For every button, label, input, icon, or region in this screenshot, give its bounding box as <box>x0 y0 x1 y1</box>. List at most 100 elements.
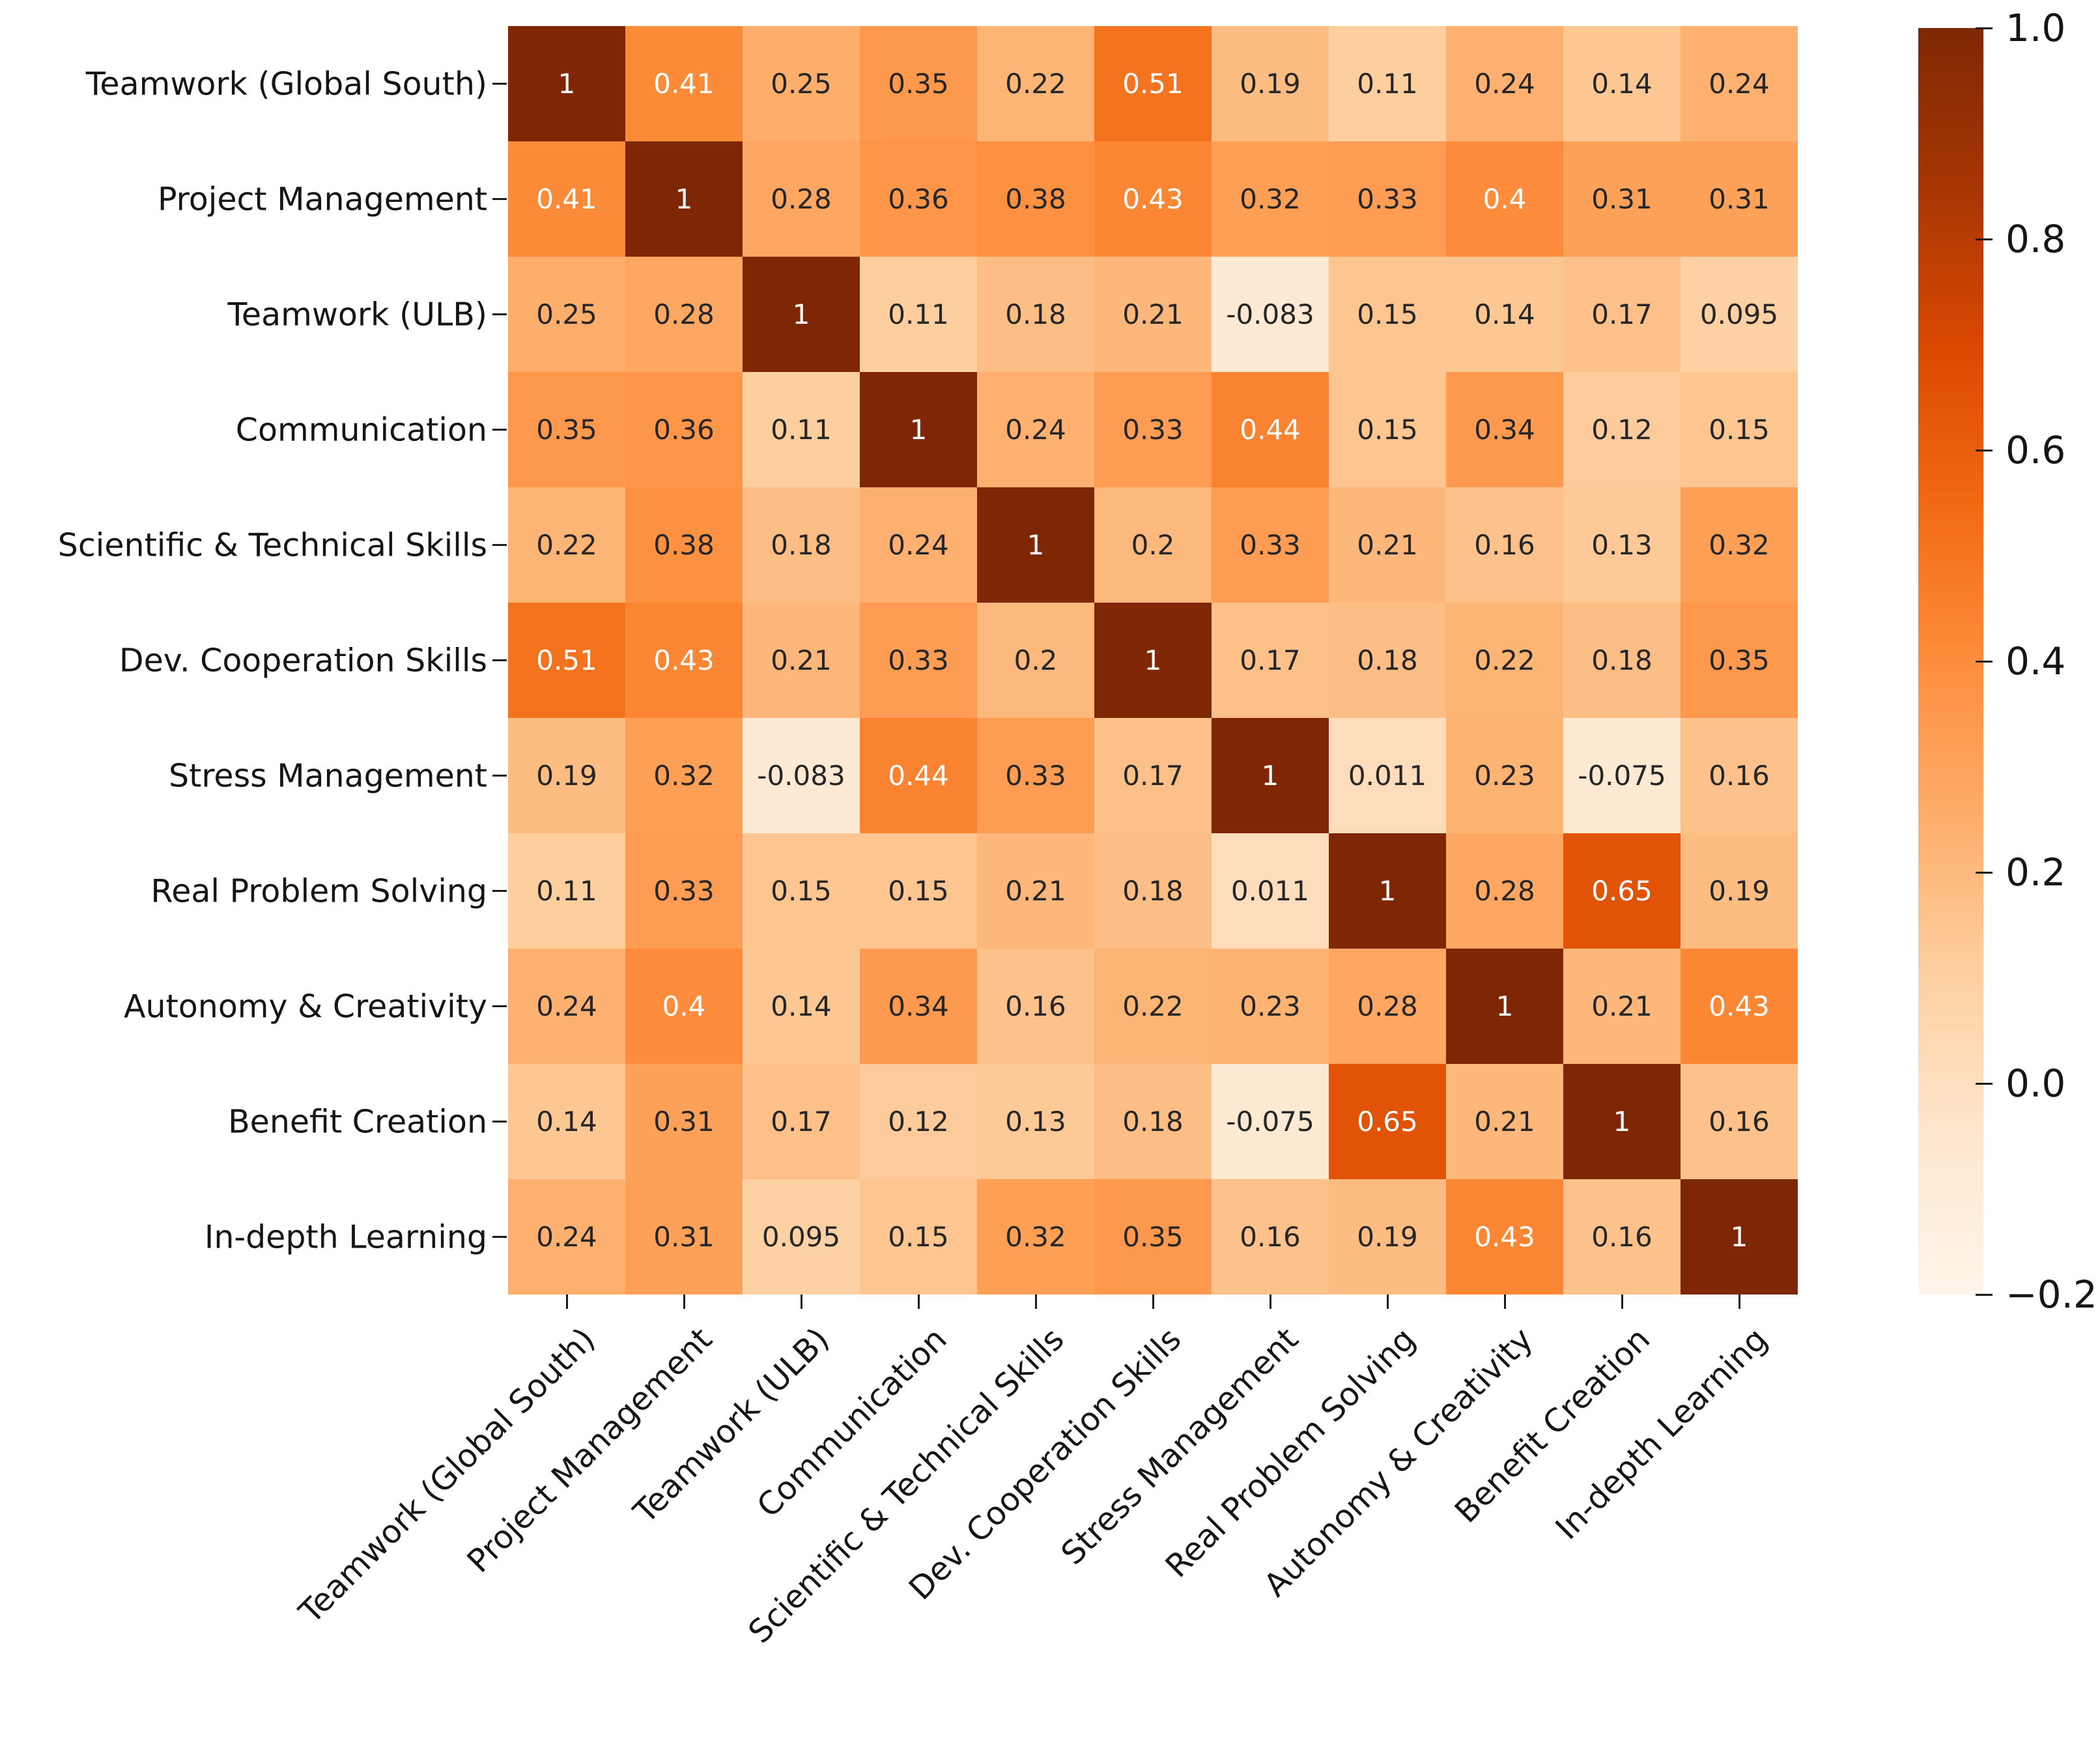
heatmap-cell: 0.14 <box>508 1064 625 1179</box>
heatmap-cell: 0.18 <box>1094 833 1212 949</box>
cell-value: 1 <box>1730 1221 1748 1253</box>
y-axis-label: Benefit Creation <box>228 1103 487 1140</box>
heatmap-cell: 0.32 <box>625 718 743 833</box>
cell-value: 0.15 <box>1357 414 1418 446</box>
heatmap-cell: 0.15 <box>1329 372 1446 487</box>
y-axis-label: Communication <box>235 411 487 448</box>
cell-value: 0.21 <box>771 644 832 676</box>
cell-value: 1 <box>1496 990 1514 1022</box>
heatmap-cell: 0.33 <box>1212 487 1329 603</box>
heatmap-cell: 0.44 <box>1212 372 1329 487</box>
heatmap-cell: 0.21 <box>977 833 1094 949</box>
cell-value: 0.43 <box>1709 990 1770 1022</box>
cell-value: 0.21 <box>1591 990 1653 1022</box>
cell-value: 0.18 <box>771 529 832 561</box>
heatmap-cell: 0.35 <box>860 26 977 141</box>
cell-value: 0.32 <box>653 760 715 792</box>
colorbar-tick <box>1976 27 1993 29</box>
cell-value: 0.18 <box>1122 1106 1184 1138</box>
cell-value: -0.083 <box>1226 298 1314 330</box>
cell-value: 1 <box>1261 760 1279 792</box>
cell-value: 0.19 <box>536 760 597 792</box>
heatmap-cell: 0.16 <box>977 949 1094 1064</box>
heatmap-cell: 0.19 <box>1212 26 1329 141</box>
cell-value: 0.12 <box>888 1106 949 1138</box>
cell-value: -0.075 <box>1578 760 1666 792</box>
cell-value: 0.32 <box>1005 1221 1066 1253</box>
cell-value: 0.28 <box>771 183 832 215</box>
heatmap-cell: 0.28 <box>1446 833 1563 949</box>
cell-value: 0.15 <box>888 1221 949 1253</box>
cell-value: 0.21 <box>1122 298 1184 330</box>
x-axis-tick <box>1034 1295 1037 1309</box>
cell-value: 0.35 <box>1709 644 1770 676</box>
cell-value: 0.41 <box>653 68 715 100</box>
heatmap-cell: 0.12 <box>860 1064 977 1179</box>
y-axis-tick <box>492 1005 507 1007</box>
heatmap-cell: 0.19 <box>508 718 625 833</box>
heatmap-cell: 0.16 <box>1563 1179 1681 1295</box>
cell-value: 0.32 <box>1709 529 1770 561</box>
heatmap-cell: -0.083 <box>743 718 860 833</box>
cell-value: 0.44 <box>888 760 949 792</box>
heatmap-cell: 0.19 <box>1681 833 1798 949</box>
heatmap-cell: 0.21 <box>743 603 860 718</box>
cell-value: 0.43 <box>1122 183 1184 215</box>
heatmap-cell: 0.19 <box>1329 1179 1446 1295</box>
y-axis-tick <box>492 1121 507 1123</box>
cell-value: 0.43 <box>1474 1221 1535 1253</box>
cell-value: 0.31 <box>653 1106 715 1138</box>
y-axis-tick <box>492 198 507 200</box>
heatmap-cell: 0.31 <box>1681 141 1798 257</box>
cell-value: 0.16 <box>1591 1221 1653 1253</box>
heatmap-cell: 0.15 <box>1681 372 1798 487</box>
cell-value: 0.17 <box>1240 644 1301 676</box>
cell-value: 0.35 <box>888 68 949 100</box>
heatmap-cell: 0.36 <box>860 141 977 257</box>
heatmap-cell: 0.17 <box>1563 257 1681 372</box>
heatmap-cell: 0.43 <box>1094 141 1212 257</box>
heatmap-cell: 0.32 <box>977 1179 1094 1295</box>
cell-value: 0.19 <box>1240 68 1301 100</box>
y-axis-tick <box>492 775 507 777</box>
heatmap-cell: 1 <box>1212 718 1329 833</box>
heatmap-cell: 0.17 <box>1094 718 1212 833</box>
cell-value: 0.18 <box>1005 298 1066 330</box>
heatmap-cell: 0.14 <box>1563 26 1681 141</box>
cell-value: 1 <box>1144 644 1162 676</box>
y-axis-tick <box>492 544 507 546</box>
heatmap-cell: 0.38 <box>977 141 1094 257</box>
heatmap-cell: 0.16 <box>1681 1064 1798 1179</box>
cell-value: 1 <box>792 298 810 330</box>
cell-value: 0.44 <box>1240 414 1301 446</box>
cell-value: 0.35 <box>1122 1221 1184 1253</box>
heatmap-cell: 0.11 <box>743 372 860 487</box>
cell-value: 0.28 <box>653 298 715 330</box>
heatmap-cell: 0.24 <box>860 487 977 603</box>
heatmap-cell: 0.28 <box>625 257 743 372</box>
cell-value: 0.22 <box>536 529 597 561</box>
heatmap-cell: 0.11 <box>508 833 625 949</box>
heatmap-cell: 0.38 <box>625 487 743 603</box>
cell-value: 0.36 <box>888 183 949 215</box>
cell-value: 0.13 <box>1005 1106 1066 1138</box>
heatmap-cell: 1 <box>625 141 743 257</box>
cell-value: 0.33 <box>888 644 949 676</box>
x-axis-label: Stress Management <box>1054 1321 1306 1573</box>
heatmap-cell: 0.31 <box>625 1179 743 1295</box>
y-axis-label: Project Management <box>157 180 487 218</box>
cell-value: 0.18 <box>1122 875 1184 907</box>
cell-value: 0.23 <box>1474 760 1535 792</box>
heatmap-cell: 0.22 <box>977 26 1094 141</box>
cell-value: 0.36 <box>653 414 715 446</box>
heatmap-cell: 0.35 <box>508 372 625 487</box>
heatmap-cell: 0.33 <box>625 833 743 949</box>
heatmap-cell: 0.18 <box>1329 603 1446 718</box>
heatmap-cell: 0.4 <box>625 949 743 1064</box>
cell-value: 0.33 <box>1005 760 1066 792</box>
colorbar-tick <box>1976 1293 1993 1296</box>
cell-value: 0.28 <box>1474 875 1535 907</box>
cell-value: 0.12 <box>1591 414 1653 446</box>
x-axis-tick <box>800 1295 802 1309</box>
heatmap-cell: 0.24 <box>508 1179 625 1295</box>
